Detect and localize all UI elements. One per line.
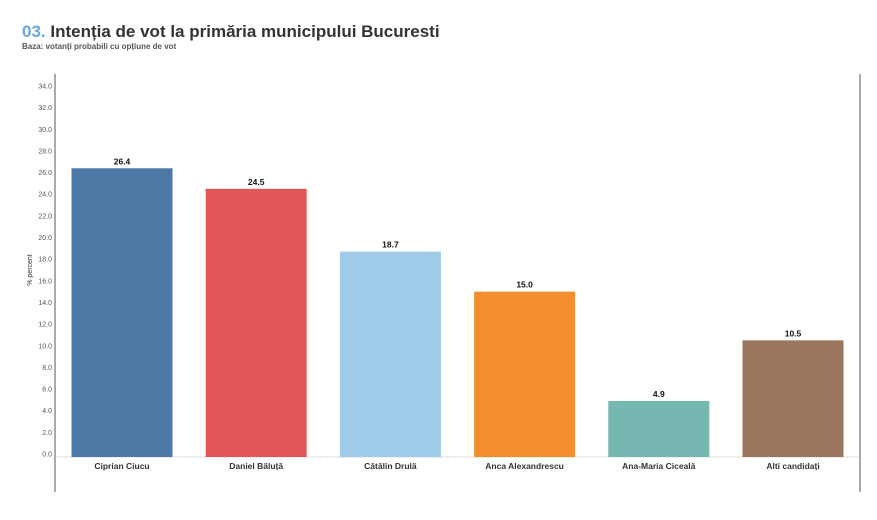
chart-subtitle: Baza: votanți probabili cu opțiune de vo… — [22, 42, 177, 51]
y-tick-label: 24.0 — [38, 192, 52, 199]
category-label: Alti candidați — [766, 461, 819, 471]
y-tick-label: 14.0 — [38, 300, 52, 307]
y-tick-label: 20.0 — [38, 235, 52, 242]
y-tick-label: 2.0 — [42, 430, 52, 437]
y-tick-label: 32.0 — [38, 105, 52, 112]
bar — [71, 168, 173, 457]
data-label: 24.5 — [248, 177, 265, 187]
category-label: Anca Alexandrescu — [485, 461, 564, 471]
y-tick-label: 4.0 — [42, 408, 52, 415]
y-tick-label: 26.0 — [38, 170, 52, 177]
bar — [608, 400, 710, 457]
category-label: Cătălin Drulă — [364, 461, 417, 471]
data-label: 15.0 — [516, 280, 533, 290]
chart-title: 03. Intenția de vot la primăria municipu… — [22, 22, 440, 42]
category-label: Ciprian Ciucu — [94, 461, 149, 471]
y-tick-label: 30.0 — [38, 127, 52, 134]
chart-title-text: Intenția de vot la primăria municipului … — [50, 22, 440, 41]
y-tick-label: 10.0 — [38, 343, 52, 350]
data-label: 10.5 — [785, 328, 802, 338]
y-tick-label: 12.0 — [38, 322, 52, 329]
bar — [339, 251, 441, 457]
chart-header: 03. Intenția de vot la primăria municipu… — [22, 22, 440, 52]
bar — [742, 340, 844, 457]
data-label: 26.4 — [114, 156, 131, 166]
category-label: Daniel Băluță — [229, 461, 283, 471]
y-axis-title: % percent — [27, 254, 34, 286]
chart-number: 03. — [22, 22, 46, 41]
category-label: Ana-Maria Ciceală — [622, 461, 695, 471]
data-label: 4.9 — [653, 389, 665, 399]
y-tick-label: 34.0 — [38, 84, 52, 91]
bar — [205, 188, 307, 457]
y-tick-label: 6.0 — [42, 387, 52, 394]
y-tick-label: 22.0 — [38, 213, 52, 220]
y-tick-label: 16.0 — [38, 278, 52, 285]
y-tick-label: 8.0 — [42, 365, 52, 372]
bar — [474, 291, 576, 457]
y-tick-label: 0.0 — [42, 452, 52, 459]
y-tick-label: 28.0 — [38, 148, 52, 155]
data-label: 18.7 — [382, 240, 399, 250]
y-tick-label: 18.0 — [38, 257, 52, 264]
